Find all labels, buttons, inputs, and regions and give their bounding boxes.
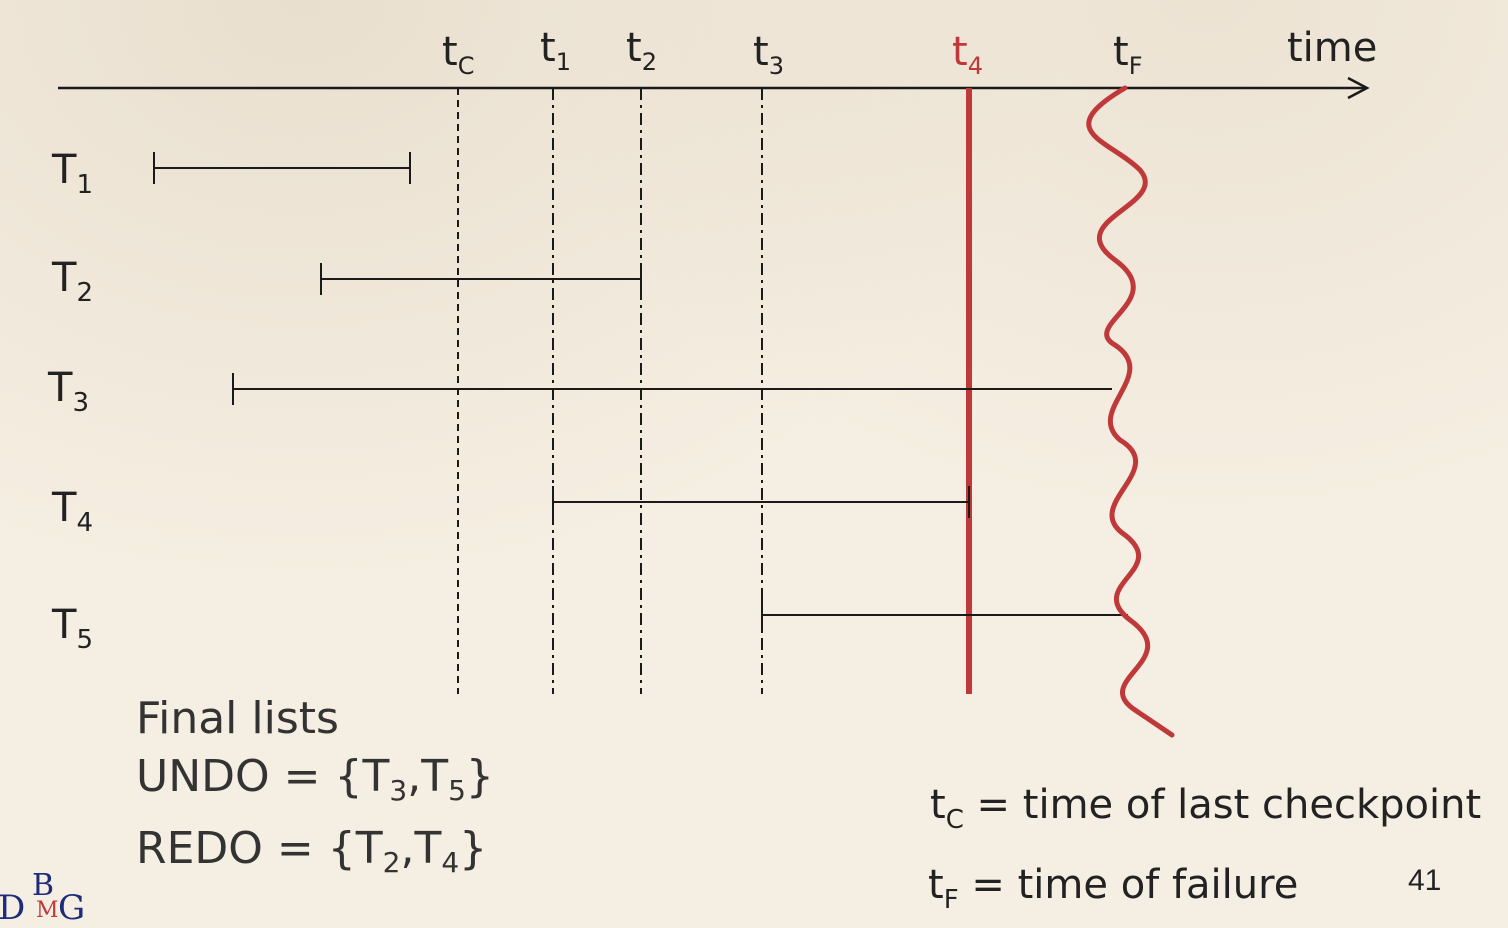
final-lists-title: Final lists — [136, 693, 339, 744]
t3-transaction-bar — [232, 373, 1112, 405]
t4-transaction-bar — [552, 486, 970, 518]
t5-transaction-label: T5 — [52, 602, 93, 655]
failure-wavy-line — [1086, 85, 1175, 738]
tf-marker-label: tF — [1113, 29, 1143, 80]
t5-transaction-bar — [761, 599, 1128, 631]
t3-transaction-label: T3 — [48, 365, 89, 418]
undo-list: UNDO = {T3,T5} — [136, 751, 494, 807]
tc-marker-label: tC — [442, 29, 475, 80]
t2-transaction-bar — [320, 263, 642, 295]
final-lists-block: Final lists UNDO = {T3,T5} REDO = {T2,T4… — [136, 690, 494, 892]
t1-marker-label: t1 — [540, 25, 571, 76]
t1-transaction-bar — [153, 152, 411, 184]
page-number: 41 — [1408, 864, 1442, 897]
t1-transaction-label: T1 — [52, 147, 93, 200]
t3-marker-label: t3 — [753, 29, 784, 80]
t4-transaction-label: T4 — [52, 485, 93, 538]
legend-tf: tF = time of failure — [928, 862, 1299, 915]
legend-tc: tC = time of last checkpoint — [930, 782, 1482, 835]
t2-transaction-label: T2 — [52, 255, 93, 308]
t4-marker-label: t4 — [952, 29, 983, 80]
time-axis-label: time — [1287, 25, 1378, 71]
time-axis-arrowhead — [1347, 76, 1370, 100]
redo-list: REDO = {T2,T4} — [136, 823, 488, 879]
t2-marker-label: t2 — [626, 25, 657, 76]
